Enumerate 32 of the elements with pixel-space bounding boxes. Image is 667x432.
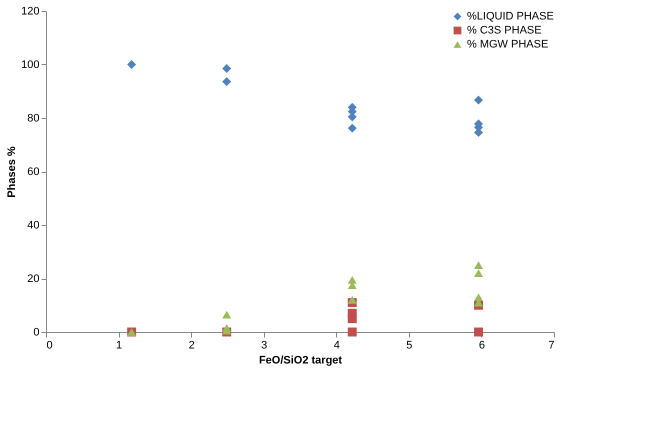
point [222,64,232,73]
x-tick-label: 1 [116,340,122,352]
y-tick-label: 120 [21,6,40,18]
point [474,328,483,336]
point [474,96,483,105]
point [348,314,357,324]
legend-label: % MGW PHASE [467,38,548,50]
x-axis-title: FeO/SiO2 target [258,354,342,366]
point [474,261,483,269]
point [474,269,483,278]
point [348,124,357,133]
y-tick-label: 60 [27,166,40,178]
x-tick-label: 5 [406,340,412,352]
point [348,296,357,304]
point [348,328,357,336]
y-tick-label: 100 [21,59,40,71]
x-tick-label: 7 [548,340,554,352]
y-tick-label: 0 [33,326,40,338]
y-tick-label: 40 [27,220,40,232]
y-tick-label: 80 [27,112,40,124]
point [127,60,136,69]
y-tick-label: 20 [27,273,40,285]
legend-label: % C3S PHASE [467,24,542,36]
point [222,77,232,86]
x-tick-label: 3 [261,340,268,352]
point [222,310,232,318]
y-axis-title: Phases % [6,146,18,198]
legend-label: %LIQUID PHASE [467,10,554,22]
x-tick-label: 4 [334,340,340,352]
x-tick-label: 6 [478,340,485,352]
x-tick-label: 2 [188,340,195,352]
x-tick-label: 0 [46,340,53,352]
